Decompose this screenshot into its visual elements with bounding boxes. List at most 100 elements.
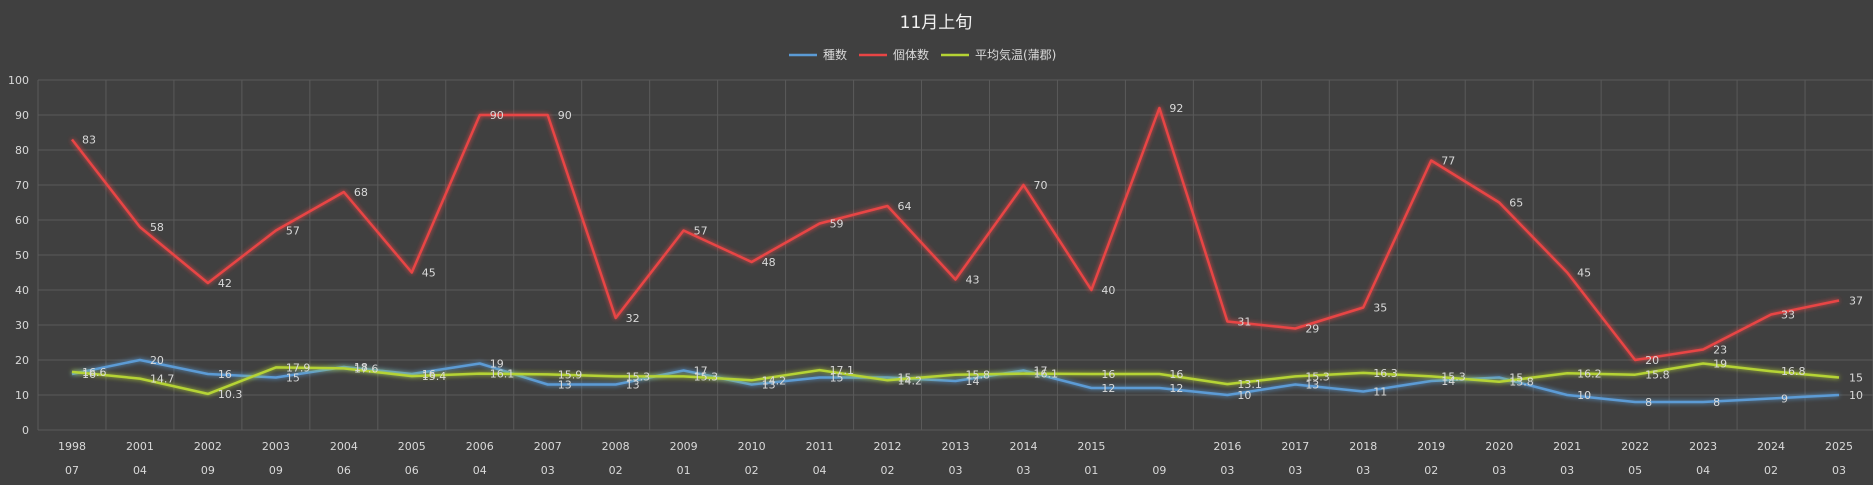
x-tick-label-sub: 05: [1628, 464, 1642, 477]
y-tick-label: 0: [22, 424, 29, 437]
x-tick-label-sub: 03: [1016, 464, 1030, 477]
data-label: 14.2: [898, 374, 923, 387]
legend-entry: 個体数: [893, 47, 929, 62]
x-tick-label-year: 2001: [126, 440, 154, 453]
data-label: 17: [694, 365, 708, 378]
x-tick-label-sub: 09: [201, 464, 215, 477]
data-label: 16.8: [1781, 365, 1806, 378]
data-label: 17.9: [286, 361, 311, 374]
series-layer: [71, 106, 1840, 404]
data-label: 15: [1509, 372, 1523, 385]
data-label: 45: [1577, 267, 1591, 280]
x-tick-label-year: 2005: [398, 440, 426, 453]
x-tick-label-year: 2021: [1553, 440, 1581, 453]
data-label: 16.2: [1577, 367, 1602, 380]
x-tick-label-year: 2015: [1077, 440, 1105, 453]
y-tick-label: 20: [15, 354, 29, 367]
y-tick-label: 90: [15, 109, 29, 122]
data-label: 10: [1577, 389, 1591, 402]
data-label: 8: [1645, 396, 1652, 409]
data-label: 59: [830, 218, 844, 231]
data-label: 15: [830, 372, 844, 385]
data-label: 16.3: [1373, 367, 1398, 380]
legend: 種数 個体数 平均気温(蒲郡): [789, 47, 1056, 62]
data-label: 13: [1305, 379, 1319, 392]
x-tick-label-year: 2006: [466, 440, 494, 453]
data-label: 19: [1713, 358, 1727, 371]
x-tick-label-year: 2002: [194, 440, 222, 453]
data-label: 15: [286, 372, 300, 385]
data-label: 64: [898, 200, 912, 213]
data-label: 16: [1101, 368, 1115, 381]
x-tick-label-sub: 04: [813, 464, 827, 477]
x-axis: 1998 07 2001 04 2002 09 2003 09 2004 06 2005 06 2006…: [58, 440, 1853, 477]
x-tick-label-sub: 03: [949, 464, 963, 477]
x-tick-label-sub: 03: [541, 464, 555, 477]
y-tick-label: 100: [8, 74, 29, 87]
y-tick-label: 80: [15, 144, 29, 157]
x-tick-label-year: 2004: [330, 440, 358, 453]
data-label: 17.6: [354, 362, 379, 375]
x-tick-label-year: 2007: [534, 440, 562, 453]
x-tick-label-sub: 04: [1696, 464, 1710, 477]
x-tick-label-sub: 03: [1492, 464, 1506, 477]
data-label: 16: [218, 368, 232, 381]
data-label: 14: [1441, 375, 1455, 388]
data-label: 58: [150, 221, 164, 234]
x-tick-label-sub: 02: [609, 464, 623, 477]
data-label: 15.8: [966, 369, 991, 382]
data-label: 45: [422, 267, 436, 280]
data-label: 15.4: [422, 370, 447, 383]
data-label: 42: [218, 277, 232, 290]
x-tick-label-year: 2013: [942, 440, 970, 453]
x-tick-label-sub: 06: [337, 464, 351, 477]
x-tick-label-year: 2018: [1349, 440, 1377, 453]
data-label: 16: [422, 368, 436, 381]
data-label: 15: [1849, 372, 1863, 385]
gridlines: [37, 79, 1873, 431]
x-tick-label-sub: 01: [677, 464, 691, 477]
data-label: 29: [1305, 323, 1319, 336]
data-label: 31: [1237, 316, 1251, 329]
data-label: 18: [354, 361, 368, 374]
x-tick-label-year: 2024: [1757, 440, 1785, 453]
data-labels: 16 20 16 15 18 16 19 13 13 17 13 15 15 14 17 12 12 10 13 11…: [82, 102, 1863, 409]
data-label: 16.1: [1033, 368, 1058, 381]
x-tick-label-year: 2023: [1689, 440, 1717, 453]
legend-entry: 種数: [823, 47, 847, 62]
x-tick-label-year: 2022: [1621, 440, 1649, 453]
data-label: 90: [558, 109, 572, 122]
data-label: 16.6: [82, 366, 107, 379]
data-label: 37: [1849, 295, 1863, 308]
x-tick-label-year: 2003: [262, 440, 290, 453]
x-tick-label-sub: 07: [65, 464, 79, 477]
data-label: 35: [1373, 302, 1387, 315]
x-tick-label-year: 2009: [670, 440, 698, 453]
data-label: 10.3: [218, 388, 243, 401]
data-label: 15.8: [1645, 369, 1670, 382]
data-label: 13: [558, 379, 572, 392]
data-label: 13.8: [1509, 376, 1534, 389]
x-tick-label-year: 2011: [806, 440, 834, 453]
data-label: 15.3: [626, 370, 651, 383]
data-label: 15.9: [558, 368, 583, 381]
data-label: 15.3: [694, 370, 719, 383]
x-tick-label-sub: 04: [473, 464, 487, 477]
data-label: 15.3: [1441, 370, 1466, 383]
data-label: 33: [1781, 309, 1795, 322]
data-label: 12: [1101, 382, 1115, 395]
x-tick-label-year: 2025: [1825, 440, 1853, 453]
x-tick-label-sub: 03: [1560, 464, 1574, 477]
x-tick-label-year: 2014: [1009, 440, 1037, 453]
x-tick-label-sub: 02: [1764, 464, 1778, 477]
x-tick-label-year: 2017: [1281, 440, 1309, 453]
data-label: 8: [1713, 396, 1720, 409]
data-label: 9: [1781, 393, 1788, 406]
data-label: 48: [762, 256, 776, 269]
data-label: 77: [1441, 155, 1455, 168]
data-label: 92: [1169, 102, 1183, 115]
x-tick-label-sub: 03: [1288, 464, 1302, 477]
data-label: 20: [150, 354, 164, 367]
